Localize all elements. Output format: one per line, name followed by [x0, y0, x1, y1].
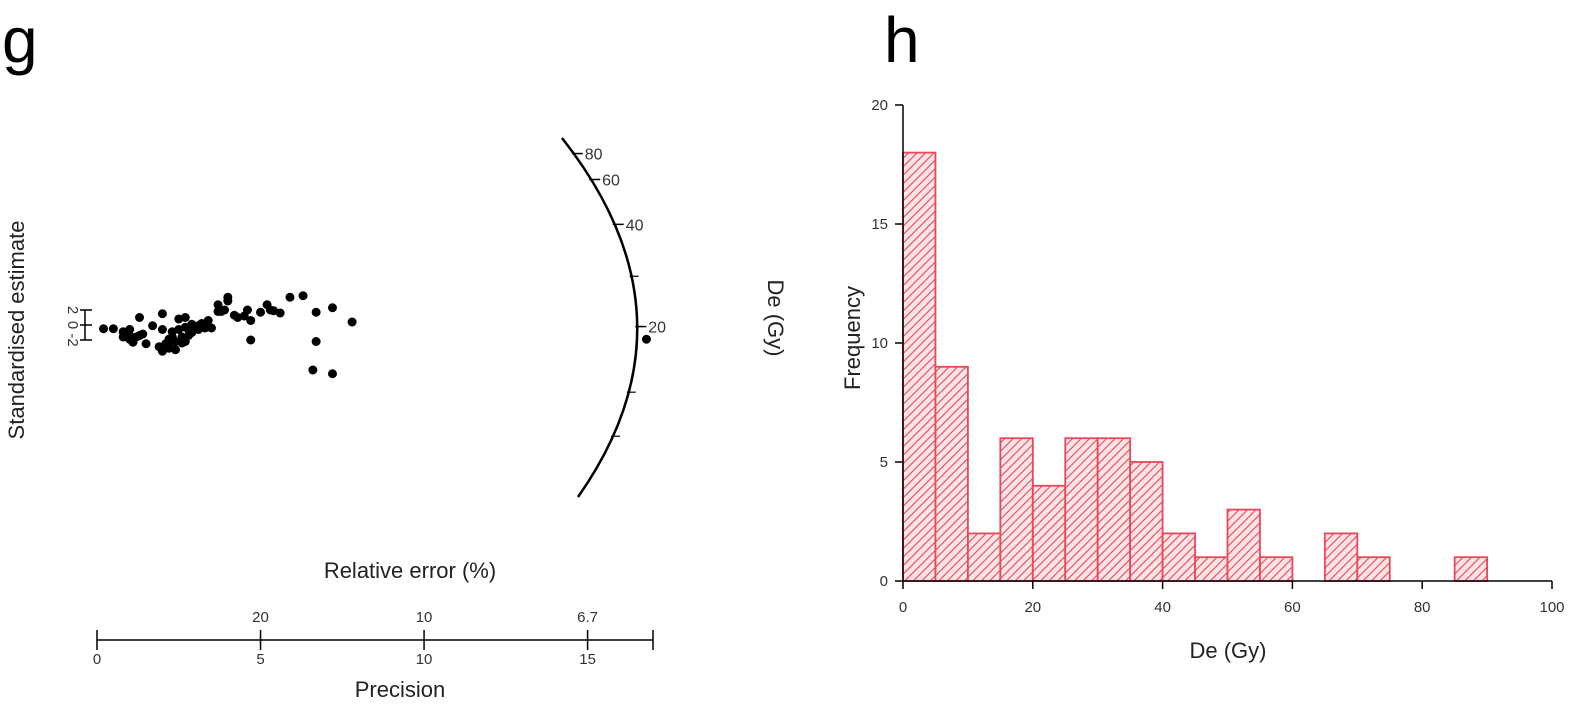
precision-tick-label: 10: [416, 651, 433, 668]
x-tick-label: 80: [1414, 599, 1431, 616]
panel-g-label: g: [2, 4, 38, 76]
histogram-bar: [934, 365, 969, 582]
x-axis-title: De (Gy): [1190, 638, 1267, 663]
data-point: [285, 292, 295, 302]
y-tick-label: 0: [880, 573, 888, 590]
histogram-bar: [1323, 532, 1359, 582]
y-ticks: 0 5 10 15 20: [871, 97, 903, 590]
precision-label: Precision: [355, 677, 445, 702]
two-sigma-bar: [80, 309, 92, 341]
data-point: [206, 323, 216, 333]
y-tick-label: 0: [64, 321, 81, 329]
precision-tick-label: 5: [256, 651, 264, 668]
histogram-panel: h 0 20 40 60 80 100 0 5 10 15 20 Frequency De (Gy…: [840, 4, 1565, 663]
x-tick-label: 20: [1024, 599, 1041, 616]
histogram-bar: [902, 151, 937, 582]
data-point: [141, 339, 151, 349]
data-point: [275, 308, 285, 318]
arc-ticks: 80 60 40 20: [571, 147, 666, 437]
histogram-bar: [1453, 556, 1489, 582]
x-tick-label: 0: [899, 599, 907, 616]
histogram-bar: [1194, 556, 1229, 582]
arc-tick-label: 40: [626, 217, 644, 234]
histogram-bar: [1161, 532, 1196, 582]
x-tick-label: 40: [1154, 599, 1171, 616]
data-point: [311, 307, 321, 317]
histogram-bar: [999, 437, 1034, 582]
data-point: [213, 300, 223, 310]
data-point: [256, 307, 266, 317]
histogram-bar: [1356, 556, 1391, 582]
precision-tick-label: 15: [579, 651, 596, 668]
histogram-bar: [1096, 437, 1132, 582]
relative-error-tick-label: 10: [416, 609, 433, 626]
data-point: [347, 317, 357, 327]
data-point: [242, 305, 252, 315]
data-point: [135, 313, 145, 322]
data-point: [148, 321, 158, 331]
y-axis-label: Standardised estimate: [4, 221, 29, 440]
relative-error-tick-label: 20: [252, 609, 269, 626]
y-tick-label: -2: [64, 333, 81, 346]
data-point: [223, 292, 233, 302]
relative-error-label: Relative error (%): [324, 558, 496, 583]
histogram-bar: [967, 532, 1002, 582]
precision-tick-label: 0: [93, 651, 101, 668]
arc-tick-label: 80: [585, 147, 603, 164]
data-point: [138, 329, 148, 339]
data-point: [99, 324, 109, 334]
precision-ticks: 0 5 10 15 20 10 6.7: [93, 609, 654, 668]
histogram-bar: [1031, 484, 1067, 582]
data-point: [128, 337, 138, 347]
data-point: [157, 309, 167, 319]
arc-tick-label: 60: [602, 172, 620, 189]
arc-tick-label: 20: [648, 320, 666, 337]
y-tick-label: 2: [64, 306, 81, 314]
histogram-bar: [1226, 508, 1261, 582]
y-ticks: 2 0 -2: [64, 306, 81, 347]
y-axis-title: Frequency: [840, 286, 865, 390]
x-tick-label: 60: [1284, 599, 1301, 616]
histogram-bars: [902, 151, 1489, 582]
x-ticks: 0 20 40 60 80 100: [899, 581, 1565, 616]
data-point: [246, 316, 256, 325]
relative-error-tick-label: 6.7: [577, 609, 598, 626]
panel-h-label: h: [884, 4, 920, 76]
data-point: [180, 313, 190, 322]
x-tick-label: 100: [1539, 599, 1564, 616]
y-tick-label: 15: [871, 216, 888, 233]
data-point: [220, 305, 230, 315]
histogram-bar: [1129, 461, 1164, 582]
data-point: [308, 365, 318, 375]
data-point: [108, 324, 118, 334]
arc-axis-label: De (Gy): [763, 280, 788, 357]
histogram-bar: [1064, 437, 1099, 582]
y-tick-label: 20: [871, 97, 888, 114]
data-point: [641, 334, 651, 344]
de-arc: [561, 137, 639, 498]
radial-points: [99, 291, 651, 379]
data-point: [203, 316, 213, 325]
data-point: [157, 325, 167, 334]
histogram-bar: [1259, 556, 1294, 582]
y-tick-label: 10: [871, 335, 888, 352]
data-point: [200, 323, 210, 333]
data-point: [327, 303, 337, 313]
data-point: [327, 369, 337, 379]
data-point: [298, 291, 308, 301]
data-point: [311, 337, 321, 346]
data-point: [170, 345, 180, 355]
y-tick-label: 5: [880, 454, 888, 471]
data-point: [246, 335, 256, 345]
